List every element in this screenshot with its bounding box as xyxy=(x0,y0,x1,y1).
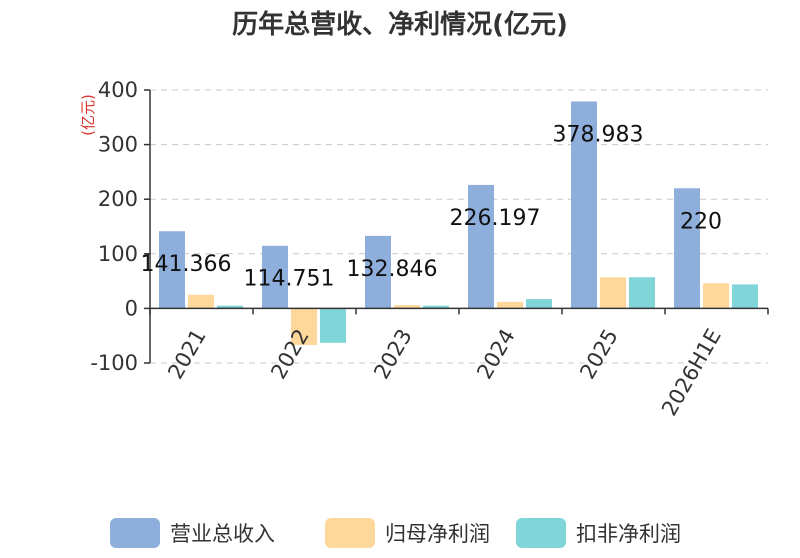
bar-series1-2025 xyxy=(600,277,626,309)
bar-series0-2025 xyxy=(571,101,597,309)
x-tick-label-2021: 2021 xyxy=(163,325,211,383)
legend-label-2: 扣非净利润 xyxy=(576,522,681,546)
bar-series1-2022 xyxy=(291,308,317,345)
x-axis-ticks: 2021 2022 2023 2024 2025 2026H1E xyxy=(149,308,769,420)
legend-swatch-1 xyxy=(325,518,375,548)
y-tick-label-0: 400 xyxy=(98,78,138,102)
bar-series2-2025 xyxy=(629,277,655,309)
bar-series1-2026H1E xyxy=(703,283,729,309)
data-label-2024: 226.197 xyxy=(450,206,541,231)
bar-series0-2023 xyxy=(365,235,391,309)
bar-series2-2026H1E xyxy=(732,284,758,309)
y-tick-label-3: 100 xyxy=(98,242,138,266)
data-labels: 141.366 114.751 132.846 226.197 378.983 220 xyxy=(141,122,722,291)
x-tick-label-2026H1E: 2026H1E xyxy=(657,325,726,420)
bar-series2-2022 xyxy=(320,308,346,343)
x-tick-label-2023: 2023 xyxy=(369,325,417,383)
x-tick-label-2025: 2025 xyxy=(575,325,623,383)
bar-series1-2023 xyxy=(394,305,420,309)
y-tick-label-4: 0 xyxy=(125,296,138,320)
y-tick-label-1: 300 xyxy=(98,133,138,157)
legend-label-0: 营业总收入 xyxy=(170,522,275,546)
data-label-2025: 378.983 xyxy=(553,122,644,147)
chart-title: 历年总营收、净利情况(亿元) xyxy=(232,9,568,40)
grid-lines xyxy=(150,89,768,364)
data-label-2026H1E: 220 xyxy=(680,209,722,234)
data-label-2022: 114.751 xyxy=(244,267,335,292)
data-label-2023: 132.846 xyxy=(347,257,438,282)
x-tick-label-2022: 2022 xyxy=(266,325,314,383)
bar-series2-2021 xyxy=(217,305,243,309)
y-axis-unit-label: (亿元) xyxy=(79,94,97,136)
legend-label-1: 归母净利润 xyxy=(385,522,490,546)
bar-series1-2024 xyxy=(497,301,523,309)
y-axis-ticks: 400 300 200 100 0 -100 xyxy=(90,78,150,375)
bar-series1-2021 xyxy=(188,294,214,309)
y-tick-label-5: -100 xyxy=(90,351,138,375)
bar-series0-2021 xyxy=(159,231,185,309)
data-label-2021: 141.366 xyxy=(141,252,232,277)
bar-series2-2024 xyxy=(526,299,552,309)
bar-series0-2024 xyxy=(468,184,494,309)
bar-series0-2026H1E xyxy=(674,188,700,309)
y-tick-label-2: 200 xyxy=(98,187,138,211)
bars xyxy=(159,101,758,345)
x-tick-label-2024: 2024 xyxy=(472,325,520,383)
legend: 营业总收入 归母净利润 扣非净利润 xyxy=(110,518,681,548)
bar-series2-2023 xyxy=(423,305,449,309)
legend-swatch-0 xyxy=(110,518,160,548)
legend-swatch-2 xyxy=(516,518,566,548)
bar-series0-2022 xyxy=(262,245,288,309)
